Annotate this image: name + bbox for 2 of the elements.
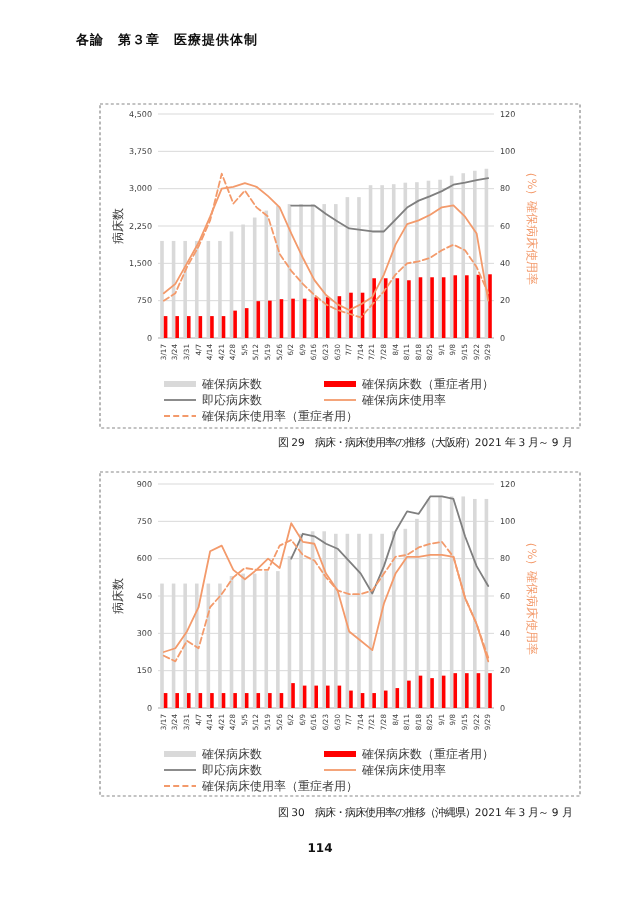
line-series [290,495,490,595]
line-series [290,177,490,233]
